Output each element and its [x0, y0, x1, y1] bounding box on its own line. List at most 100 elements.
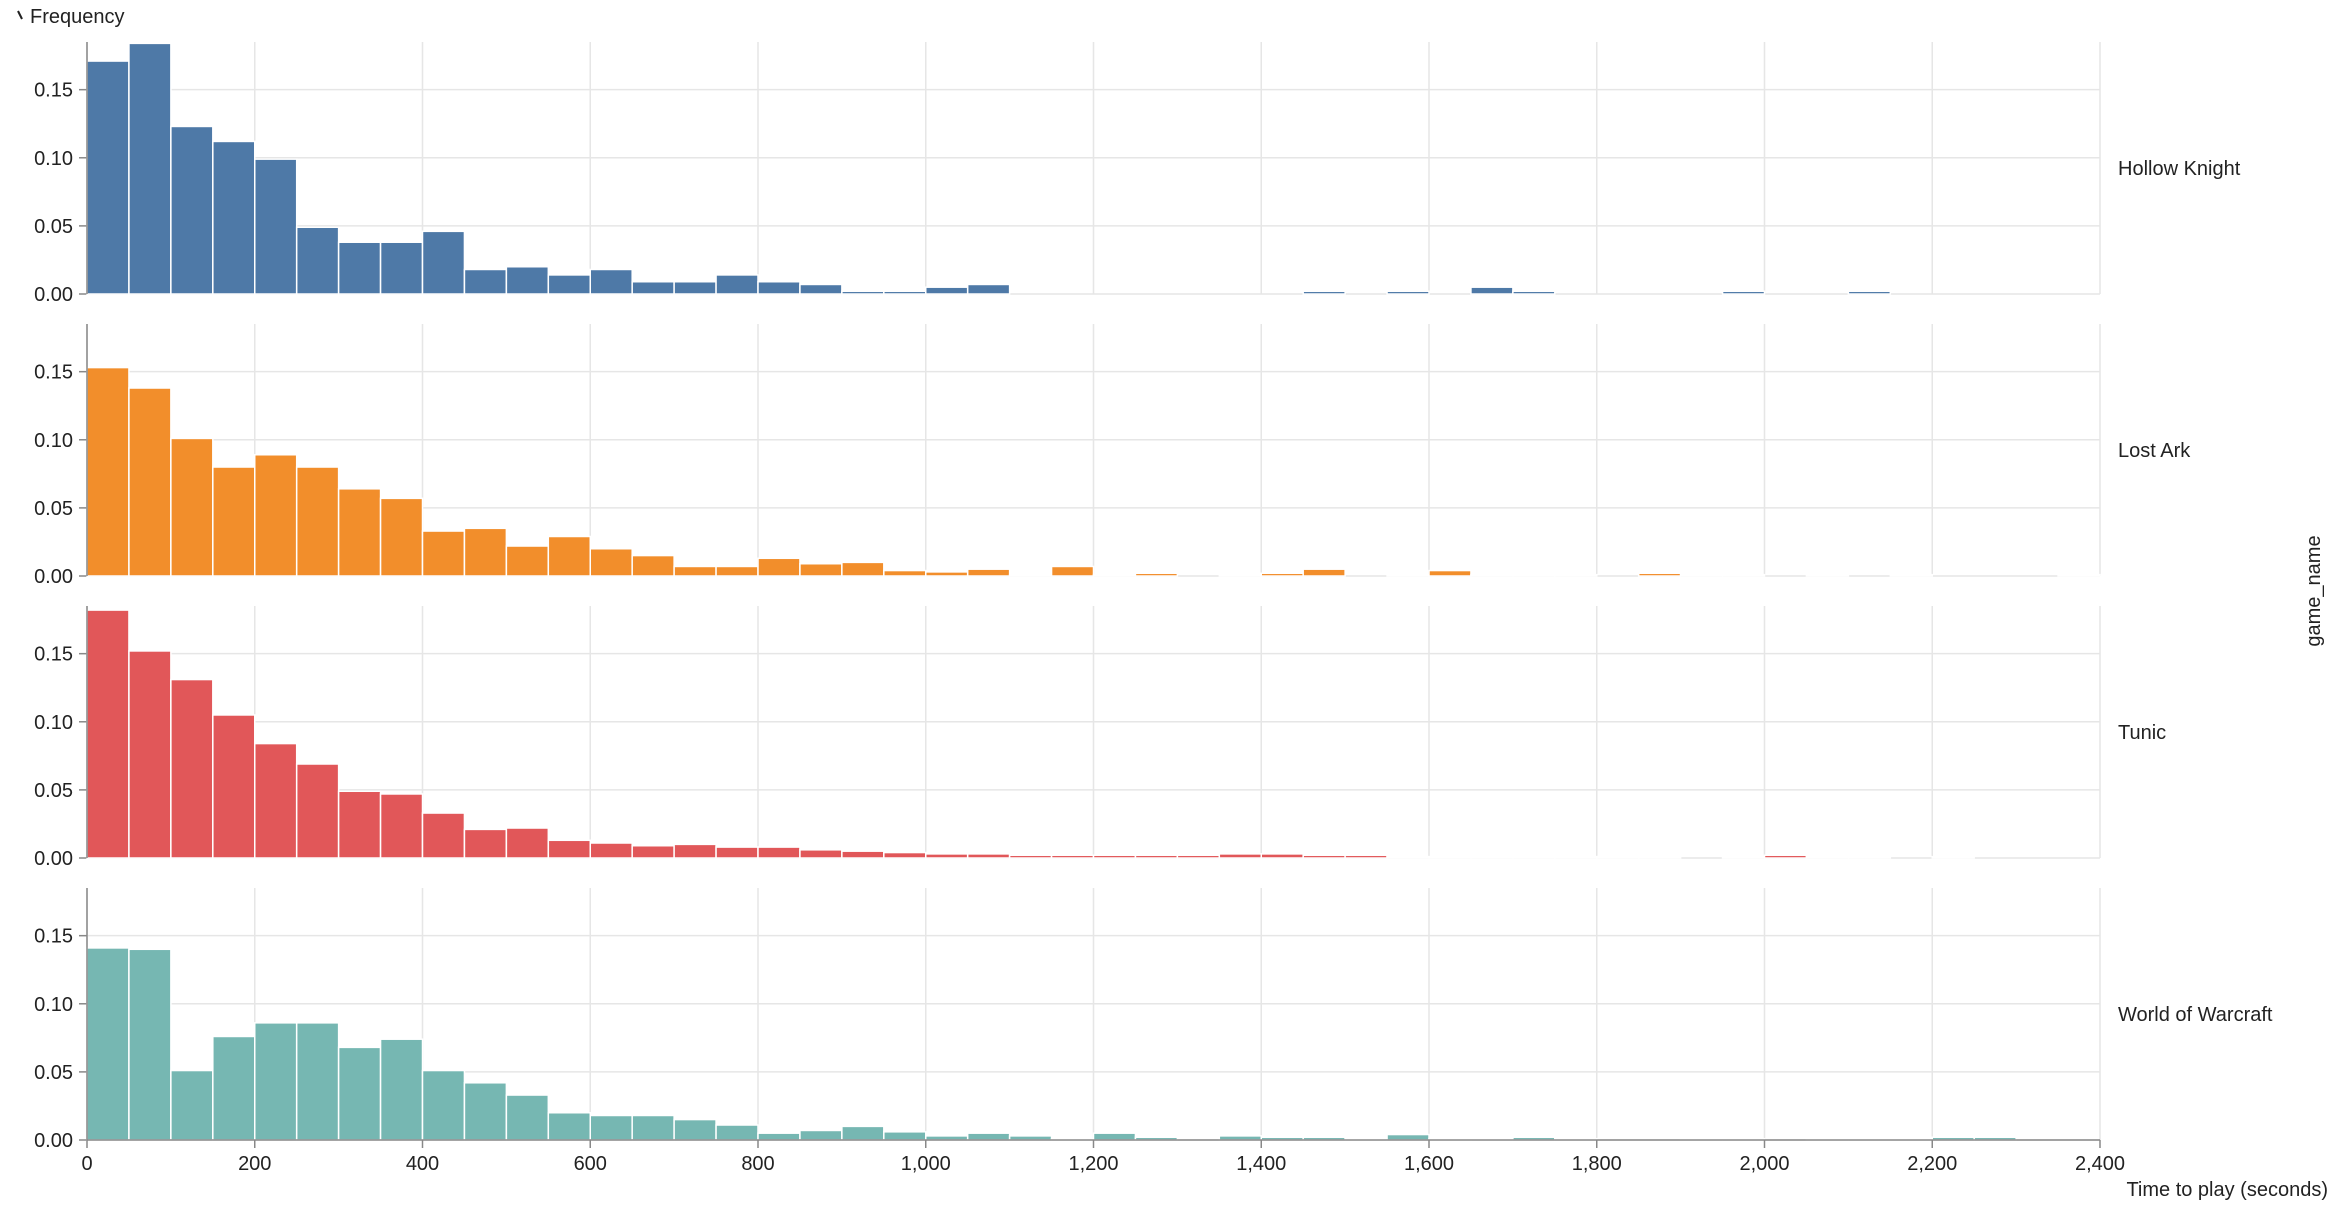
x-axis-title: Time to play (seconds) [2126, 1179, 2328, 1201]
y-tick-label: 0.15 [34, 644, 73, 666]
histogram-bar [715, 846, 759, 859]
histogram-bar [1847, 855, 1892, 859]
histogram-bar [925, 571, 969, 577]
histogram-bar [715, 1124, 759, 1141]
x-tick-label: 0 [81, 1153, 92, 1175]
histogram-bar [505, 266, 550, 295]
histogram-bar [1176, 854, 1221, 859]
y-tick-label: 0.15 [34, 80, 73, 102]
y-tick-label: 0.00 [34, 1130, 73, 1152]
y-tick-label: 0.10 [34, 148, 73, 170]
x-tick-label: 1,600 [1404, 1153, 1454, 1175]
y-tick-label: 0.05 [34, 1062, 73, 1084]
histogram-bar [170, 1069, 214, 1141]
histogram-bar [799, 1129, 843, 1141]
histogram-bar [463, 268, 508, 295]
histogram-bar [1721, 290, 1766, 295]
histogram-bar [337, 488, 382, 577]
y-tick-label: 0.00 [34, 284, 73, 306]
histogram-bar [1134, 854, 1179, 859]
histogram-bar [1428, 855, 1472, 859]
histogram-bar [254, 742, 298, 859]
histogram-bar [505, 1094, 550, 1141]
histogram-bar [212, 466, 256, 577]
histogram-bar [295, 763, 340, 859]
histogram-bar [799, 283, 843, 295]
histogram-bar [128, 387, 172, 577]
histogram-bar [1679, 573, 1724, 577]
histogram-bar [212, 714, 256, 859]
x-tick-label: 2,400 [2075, 1153, 2125, 1175]
histogram-bar [421, 530, 466, 577]
histogram-bar [631, 280, 675, 295]
histogram-bar [547, 839, 591, 859]
histogram-bar [631, 844, 675, 859]
x-tick-label: 1,200 [1068, 1153, 1118, 1175]
histogram-bar [966, 283, 1011, 295]
y-tick-label: 0.15 [34, 362, 73, 384]
histogram-bar [1637, 572, 1682, 577]
histogram-bar [757, 280, 801, 295]
histogram-bar [1763, 854, 1808, 859]
histogram-bar [170, 437, 214, 577]
histogram-bar [1008, 573, 1053, 577]
histogram-bar [883, 851, 927, 859]
y-tick-label: 0.10 [34, 994, 73, 1016]
y-tick-label: 0.05 [34, 498, 73, 520]
histogram-bar [254, 1022, 298, 1141]
facet-panel-3: 0.00 0.05 0.10 0.15 Tunic [34, 606, 2166, 870]
histogram-bar [589, 548, 633, 577]
histogram-bar [1721, 573, 1766, 577]
histogram-bar [1386, 573, 1430, 577]
x-tick-label: 200 [238, 1153, 271, 1175]
histogram-bar [1470, 855, 1514, 859]
x-tick-label: 400 [406, 1153, 439, 1175]
y-tick-label: 0.00 [34, 848, 73, 870]
histogram-bar [1554, 855, 1598, 859]
histogram-bar [841, 290, 885, 295]
histogram-bar [673, 843, 717, 859]
histogram-bar [254, 158, 298, 295]
y-tick-label: 0.05 [34, 216, 73, 238]
histogram-bar [841, 561, 885, 577]
histogram-bar [1344, 854, 1388, 859]
histogram-bar [547, 274, 591, 295]
histogram-bar [1847, 290, 1892, 295]
histogram-bar [1386, 855, 1430, 859]
facet-label: Lost Ark [2118, 440, 2191, 462]
histogram-bar [673, 565, 717, 577]
histogram-bar [1260, 572, 1304, 577]
histogram-bar [631, 1114, 675, 1141]
histogram-bar [128, 42, 172, 295]
y-tick-label: 0.05 [34, 780, 73, 802]
x-tick-label: 1,000 [901, 1153, 951, 1175]
histogram-bar [1596, 855, 1640, 859]
histogram-bar [212, 140, 256, 295]
histogram-bar [589, 268, 633, 295]
histogram-bar [421, 1069, 466, 1141]
histogram-bar [966, 1132, 1011, 1141]
histogram-bar [883, 290, 927, 295]
histogram-bar [1050, 854, 1095, 859]
histogram-bar [379, 497, 424, 577]
y-axis-title: Frequency [30, 6, 125, 28]
x-tick-label: 1,800 [1572, 1153, 1622, 1175]
histogram-bar [1721, 855, 1766, 859]
histogram-bar [631, 554, 675, 577]
histogram-bar [1218, 573, 1262, 577]
facet-label: Tunic [2118, 722, 2166, 744]
histogram-bar [1218, 853, 1262, 859]
histogram-bar [295, 1022, 340, 1141]
histogram-bar [337, 790, 382, 859]
histogram-bar [757, 1132, 801, 1141]
histogram-bar [715, 274, 759, 295]
histogram-bar [1470, 286, 1514, 295]
histogram-bar [1302, 290, 1346, 295]
histogram-bar [128, 948, 172, 1141]
histogram-bar [841, 850, 885, 859]
histogram-bar [86, 60, 130, 295]
histogram-bar [212, 1035, 256, 1141]
histogram-bar [170, 125, 214, 295]
histogram-bar [86, 366, 130, 577]
